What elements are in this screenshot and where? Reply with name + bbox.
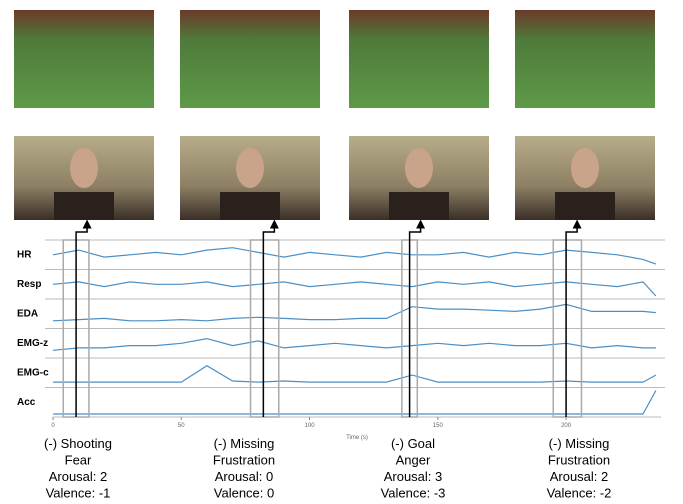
x-axis-label: Time (s) bbox=[346, 435, 368, 441]
signal-label: EDA bbox=[17, 308, 38, 319]
game-frame bbox=[14, 10, 154, 108]
event-arrow bbox=[410, 224, 421, 417]
event-label: Frustration bbox=[548, 453, 610, 468]
event-arrow bbox=[263, 224, 274, 417]
x-tick-label: 100 bbox=[305, 423, 316, 429]
event-arrow bbox=[76, 224, 87, 417]
face bbox=[405, 148, 433, 188]
event-label: (-) Missing bbox=[549, 436, 610, 451]
event-label: Arousal: 0 bbox=[215, 469, 274, 484]
event-label: Fear bbox=[65, 453, 92, 468]
shirt bbox=[220, 192, 280, 220]
shirt bbox=[389, 192, 449, 220]
signal-label: Resp bbox=[17, 279, 41, 290]
event-arrow bbox=[566, 224, 577, 417]
event-label: Valence: 0 bbox=[214, 486, 274, 501]
game-frame bbox=[349, 10, 489, 108]
event-label: Anger bbox=[396, 453, 431, 468]
event-label: Arousal: 2 bbox=[550, 469, 609, 484]
x-tick-label: 50 bbox=[178, 423, 185, 429]
face bbox=[70, 148, 98, 188]
event-label: Valence: -2 bbox=[547, 486, 612, 501]
signal-label: Acc bbox=[17, 397, 36, 408]
face bbox=[236, 148, 264, 188]
shirt bbox=[54, 192, 114, 220]
game-frame bbox=[515, 10, 655, 108]
figure: HR Resp EDA EMG-z EMG-c Acc 0 50 100 150 200 Time (… bbox=[0, 0, 683, 504]
shirt bbox=[555, 192, 615, 220]
x-tick-label: 150 bbox=[433, 423, 444, 429]
event-label: Valence: -3 bbox=[381, 486, 446, 501]
event-label: Valence: -1 bbox=[46, 486, 111, 501]
x-tick-label: 0 bbox=[51, 423, 55, 429]
face bbox=[571, 148, 599, 188]
event-label: (-) Missing bbox=[214, 436, 275, 451]
signal-label: HR bbox=[17, 249, 32, 260]
signal-label: EMG-c bbox=[17, 367, 49, 378]
images bbox=[14, 10, 655, 220]
signal-plot: HR Resp EDA EMG-z EMG-c Acc 0 50 100 150 200 Time (… bbox=[17, 224, 665, 501]
event-label: Arousal: 3 bbox=[384, 469, 443, 484]
x-tick-label: 200 bbox=[561, 423, 572, 429]
event-label: Frustration bbox=[213, 453, 275, 468]
event-label: (-) Shooting bbox=[44, 436, 112, 451]
game-frame bbox=[180, 10, 320, 108]
event-label: Arousal: 2 bbox=[49, 469, 108, 484]
event-label: (-) Goal bbox=[391, 436, 435, 451]
signal-label: EMG-z bbox=[17, 338, 48, 349]
